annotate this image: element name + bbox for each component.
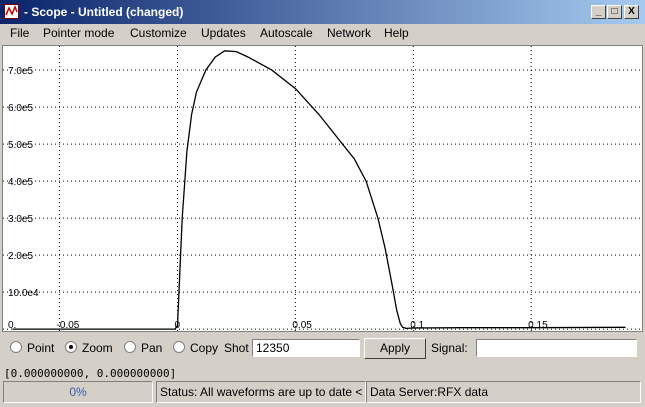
progress-indicator: 0% <box>3 381 153 403</box>
x-tick-label: 0.15 <box>528 320 548 331</box>
radio-copy-label: Copy <box>190 341 219 355</box>
app-icon <box>4 4 19 19</box>
status-message: Status: All waveforms are up to date < <box>156 381 366 403</box>
radio-zoom-label: Zoom <box>82 341 113 355</box>
radio-pan-label: Pan <box>141 341 163 355</box>
pointer-coordinates: [0.000000000, 0.000000000] <box>4 367 177 380</box>
window-title: - Scope - Untitled (changed) <box>24 5 184 19</box>
radio-zoom[interactable] <box>65 341 77 353</box>
menu-bar: File Pointer mode Customize Updates Auto… <box>0 24 645 44</box>
waveform-chart[interactable]: 7.0e5 6.0e5 5.0e5 4.0e5 3.0e5 2.0e5 10.0e4 0. -0… <box>3 46 642 331</box>
menu-help[interactable]: Help <box>384 26 409 40</box>
minimize-button[interactable]: _ <box>591 5 606 19</box>
radio-copy[interactable] <box>173 341 185 353</box>
waveform-trace <box>12 50 626 330</box>
menu-updates[interactable]: Updates <box>201 26 246 40</box>
y-tick-label: 7.0e5 <box>8 66 33 77</box>
y-tick-label: 0. <box>8 320 16 331</box>
menu-customize[interactable]: Customize <box>130 26 187 40</box>
title-bar: - Scope - Untitled (changed) _ □ X <box>0 0 645 24</box>
x-tick-label: 0.05 <box>292 320 312 331</box>
shot-input[interactable] <box>252 339 360 357</box>
maximize-button[interactable]: □ <box>607 5 622 19</box>
y-tick-label: 3.0e5 <box>8 214 33 225</box>
signal-input[interactable] <box>476 339 637 357</box>
menu-file[interactable]: File <box>10 26 30 40</box>
y-tick-label: 6.0e5 <box>8 103 33 114</box>
close-button[interactable]: X <box>624 5 639 19</box>
menu-pointer-mode[interactable]: Pointer mode <box>43 26 115 40</box>
data-server-status: Data Server:RFX data <box>366 381 641 403</box>
shot-label: Shot <box>224 341 249 355</box>
menu-autoscale[interactable]: Autoscale <box>260 26 313 40</box>
x-tick-label: 0.1 <box>410 320 424 331</box>
controls-bar: Point Zoom Pan Copy Shot Apply Signal: <box>0 336 645 360</box>
y-tick-label: 5.0e5 <box>8 140 33 151</box>
apply-button[interactable]: Apply <box>364 338 426 359</box>
radio-pan[interactable] <box>124 341 136 353</box>
menu-network[interactable]: Network <box>327 26 372 40</box>
y-tick-label: 2.0e5 <box>8 251 33 262</box>
signal-label: Signal: <box>431 341 468 355</box>
radio-point-label: Point <box>27 341 55 355</box>
x-tick-label: -0.05 <box>57 320 80 331</box>
waveform-plot[interactable]: 7.0e5 6.0e5 5.0e5 4.0e5 3.0e5 2.0e5 10.0e4 0. -0… <box>2 45 643 332</box>
y-tick-label: 10.0e4 <box>8 288 39 299</box>
y-tick-label: 4.0e5 <box>8 177 33 188</box>
radio-point[interactable] <box>10 341 22 353</box>
